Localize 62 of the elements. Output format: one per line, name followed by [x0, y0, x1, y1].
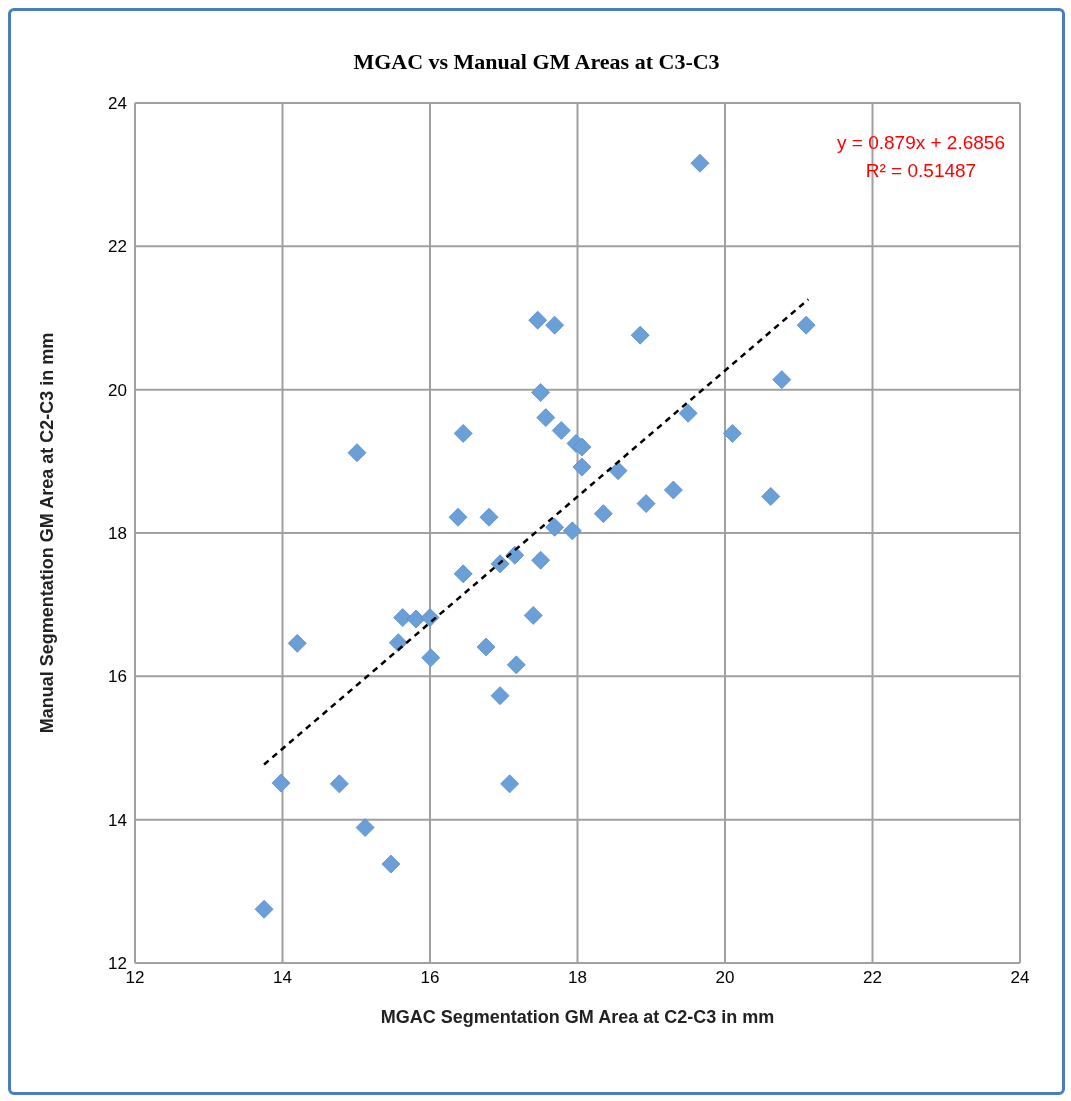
point [636, 494, 656, 514]
point [355, 818, 375, 837]
chart-title: MGAC vs Manual GM Areas at C3-C3 [352, 49, 721, 75]
point [562, 521, 582, 541]
point [531, 383, 551, 402]
point [593, 504, 613, 524]
point [479, 507, 499, 527]
point [448, 507, 468, 527]
y-tick-label: 18 [108, 524, 127, 544]
point [254, 899, 274, 919]
point [608, 461, 628, 481]
point [545, 315, 565, 335]
point [761, 487, 781, 506]
point [796, 315, 816, 335]
point [347, 443, 367, 463]
point [772, 370, 792, 390]
y-tick-label: 14 [108, 810, 127, 830]
x-tick-label: 24 [1010, 968, 1030, 988]
point [572, 457, 592, 477]
point [545, 517, 565, 537]
x-tick-label: 14 [273, 968, 292, 988]
point [490, 554, 510, 574]
point [388, 633, 408, 653]
y-tick-label: 24 [108, 94, 127, 114]
point [453, 564, 473, 584]
x-tick-label: 20 [715, 968, 735, 988]
point [381, 854, 401, 874]
point [528, 310, 548, 330]
point [393, 608, 413, 627]
point [506, 655, 526, 675]
x-tick-label: 22 [863, 968, 882, 988]
point [690, 153, 710, 173]
point [678, 403, 698, 423]
point [406, 609, 426, 629]
point [500, 774, 520, 794]
point [421, 648, 441, 668]
point [663, 480, 683, 500]
y-axis-title: Manual Segmentation GM Area at C2-C3 in mm [37, 332, 58, 734]
point [420, 608, 440, 627]
x-tick-label: 12 [125, 968, 145, 988]
point [536, 408, 556, 428]
y-tick-label: 22 [108, 237, 127, 257]
x-tick-label: 16 [420, 968, 440, 988]
annotation: y = 0.879x + 2.6856 [836, 131, 1006, 155]
point [572, 437, 592, 457]
point [476, 637, 496, 657]
x-tick-label: 18 [568, 968, 587, 988]
point [287, 633, 307, 653]
y-tick-label: 20 [108, 380, 127, 400]
point [531, 550, 551, 570]
y-tick-label: 12 [108, 954, 127, 974]
point [722, 423, 742, 443]
x-axis-title: MGAC Segmentation GM Area at C2-C3 in mm [380, 1007, 775, 1027]
annotation: R² = 0.51487 [864, 159, 978, 183]
point [551, 421, 571, 440]
point [271, 773, 291, 793]
point [523, 606, 543, 625]
point [453, 423, 473, 443]
y-tick-label: 16 [108, 667, 127, 687]
point [630, 325, 650, 345]
point [490, 686, 510, 706]
point [329, 774, 349, 794]
